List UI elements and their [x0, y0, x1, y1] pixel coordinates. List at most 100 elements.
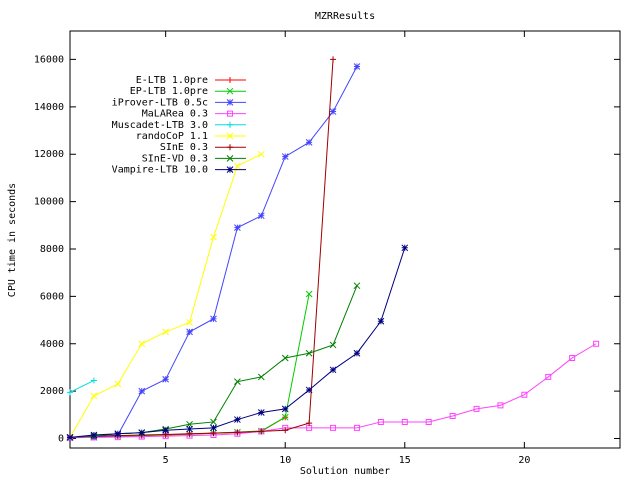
chart-title: MZRResults	[315, 11, 375, 22]
data-point	[114, 430, 122, 438]
data-point	[234, 430, 241, 437]
data-point	[210, 431, 217, 438]
y-tick-label: 0	[58, 434, 64, 445]
data-point	[67, 389, 73, 396]
legend-marker	[227, 77, 233, 83]
data-point	[569, 354, 576, 361]
data-point	[258, 428, 265, 435]
data-point	[162, 328, 170, 336]
data-point	[281, 153, 289, 160]
data-point	[186, 319, 193, 326]
data-point	[329, 366, 337, 374]
data-point	[210, 233, 217, 241]
data-point	[234, 429, 241, 436]
data-point	[377, 418, 384, 425]
data-point	[353, 282, 361, 290]
legend-marker	[226, 166, 234, 173]
legend-marker	[226, 87, 234, 95]
data-point	[138, 387, 146, 395]
data-point	[210, 424, 217, 432]
data-point	[330, 424, 337, 431]
data-point	[401, 244, 409, 252]
data-point	[234, 162, 241, 170]
data-point	[186, 328, 193, 336]
legend-marker	[227, 121, 233, 128]
data-point	[234, 378, 241, 386]
data-point	[162, 426, 170, 434]
data-point	[186, 420, 193, 428]
data-point	[305, 139, 313, 146]
data-point	[138, 340, 146, 348]
data-point	[258, 428, 265, 435]
legend-label: Muscadet-LTB 3.0	[112, 120, 208, 131]
legend-label: SInE 0.3	[160, 142, 208, 153]
x-tick-label: 5	[163, 455, 169, 466]
y-tick-label: 8000	[40, 244, 64, 255]
y-tick-label: 6000	[40, 291, 64, 302]
legend-label: Vampire-LTB 10.0	[112, 165, 208, 176]
data-point	[401, 418, 408, 425]
legend-marker	[227, 110, 233, 117]
data-point	[234, 416, 241, 423]
data-point	[353, 349, 361, 357]
data-point	[210, 430, 217, 437]
data-point	[473, 405, 480, 412]
data-point	[90, 392, 98, 400]
data-point	[449, 413, 456, 420]
data-point	[90, 377, 97, 384]
data-point	[210, 315, 217, 323]
data-point	[353, 424, 360, 431]
series-line	[69, 343, 597, 439]
data-point	[257, 373, 265, 381]
series-line	[69, 153, 262, 438]
data-point	[330, 56, 337, 63]
legend-marker	[226, 132, 234, 140]
data-point	[90, 431, 98, 439]
series-line	[69, 293, 310, 438]
data-point	[138, 429, 146, 436]
y-tick-label: 12000	[34, 149, 64, 160]
data-point	[545, 373, 552, 380]
x-tick-label: 15	[399, 455, 411, 466]
data-point	[281, 405, 289, 413]
data-point	[66, 433, 74, 441]
data-point	[257, 150, 265, 158]
data-point	[353, 63, 361, 70]
data-point	[186, 432, 193, 439]
legend-label: SInE-VD 0.3	[142, 153, 208, 164]
data-point	[186, 425, 193, 433]
series-line	[69, 59, 334, 438]
data-point	[425, 418, 432, 425]
legend-label: randoCoP 1.1	[136, 131, 208, 142]
legend-marker	[227, 144, 233, 151]
data-point	[377, 317, 385, 325]
data-point	[306, 420, 313, 427]
legend-marker	[226, 155, 234, 162]
data-point	[305, 290, 313, 298]
data-point	[329, 108, 337, 115]
legend-marker	[226, 99, 234, 106]
legend-label: EP-LTB 1.0pre	[130, 86, 208, 97]
data-point	[257, 212, 265, 220]
data-point	[306, 424, 313, 431]
series-line	[69, 285, 358, 438]
y-tick-label: 16000	[34, 54, 64, 65]
series-line	[69, 247, 406, 438]
data-point	[497, 402, 504, 409]
data-point	[593, 340, 600, 347]
plot-border	[69, 30, 621, 449]
y-tick-label: 2000	[40, 386, 64, 397]
y-tick-label: 10000	[34, 197, 64, 208]
legend-label: MaLARea 0.3	[142, 109, 208, 120]
x-tick-label: 10	[279, 455, 291, 466]
data-point	[210, 418, 217, 426]
x-tick-label: 20	[518, 455, 530, 466]
data-point	[162, 433, 169, 440]
data-point	[281, 354, 289, 362]
y-tick-label: 14000	[34, 102, 64, 113]
data-point	[282, 427, 289, 434]
y-axis-label: CPU time in seconds	[7, 183, 18, 297]
data-point	[329, 341, 337, 349]
data-point	[521, 391, 528, 398]
